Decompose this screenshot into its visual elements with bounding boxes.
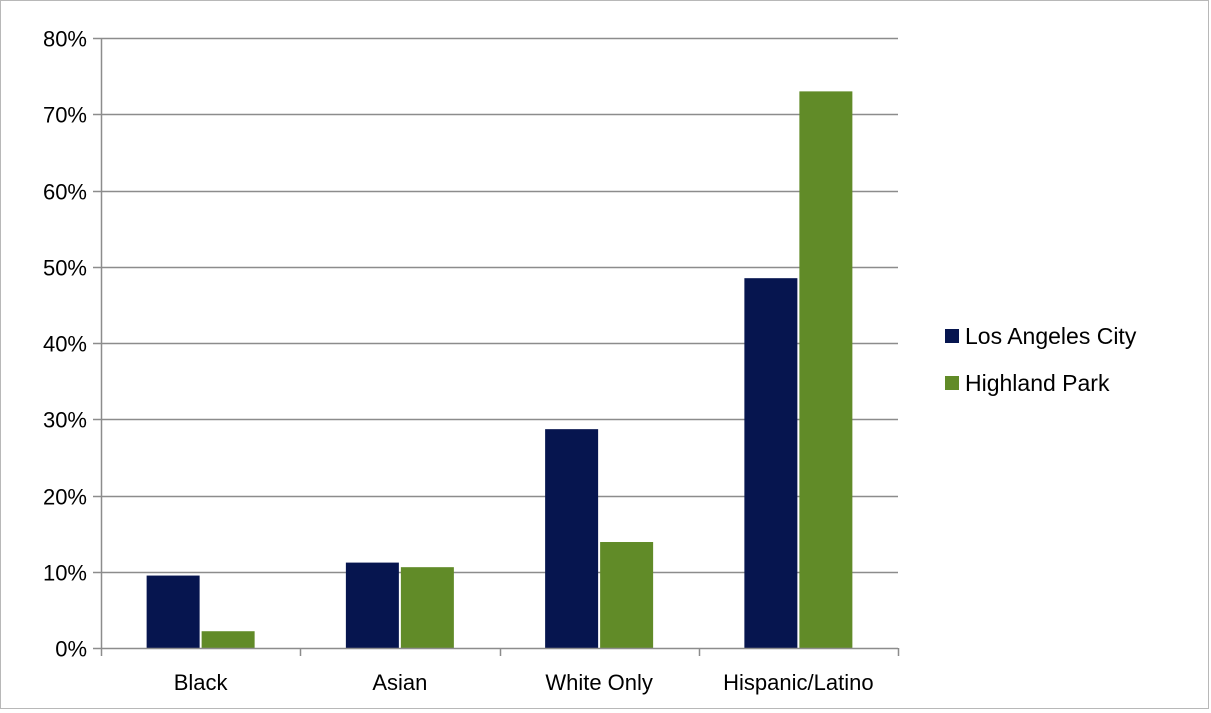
bar-los-angeles-city-black bbox=[146, 575, 200, 648]
x-axis-category-labels: Black Asian White Only Hispanic/Latino bbox=[174, 670, 874, 695]
y-tick-label: 30% bbox=[43, 408, 87, 433]
y-tick-label: 70% bbox=[43, 103, 87, 128]
legend-label: Los Angeles City bbox=[965, 323, 1137, 349]
legend-swatch bbox=[945, 329, 959, 343]
bar-highland-park-asian bbox=[400, 567, 454, 648]
x-category-label: White Only bbox=[545, 670, 653, 695]
y-tick-label: 20% bbox=[43, 485, 87, 510]
legend: Los Angeles City Highland Park bbox=[945, 323, 1137, 396]
bars bbox=[146, 91, 853, 648]
bar-los-angeles-city-asian bbox=[345, 562, 399, 648]
y-axis-tick-labels: 0% 10% 20% 30% 40% 50% 60% 70% 80% bbox=[43, 27, 87, 662]
y-tick-label: 60% bbox=[43, 180, 87, 205]
legend-label: Highland Park bbox=[965, 370, 1110, 396]
x-category-label: Asian bbox=[372, 670, 427, 695]
y-tick-label: 0% bbox=[55, 637, 87, 662]
bar-highland-park-white-only bbox=[600, 542, 654, 648]
bar-los-angeles-city-hispanic-latino bbox=[744, 278, 798, 648]
x-category-label: Black bbox=[174, 670, 229, 695]
y-tick-label: 80% bbox=[43, 27, 87, 52]
x-axis bbox=[100, 38, 900, 656]
y-tick-label: 50% bbox=[43, 256, 87, 281]
y-tick-label: 40% bbox=[43, 332, 87, 357]
bar-highland-park-black bbox=[201, 631, 255, 648]
legend-swatch bbox=[945, 376, 959, 390]
gridlines bbox=[93, 37, 898, 650]
x-category-label: Hispanic/Latino bbox=[723, 670, 873, 695]
y-tick-label: 10% bbox=[43, 561, 87, 586]
bar-los-angeles-city-white-only bbox=[545, 429, 599, 648]
bar-highland-park-hispanic-latino bbox=[799, 91, 853, 648]
